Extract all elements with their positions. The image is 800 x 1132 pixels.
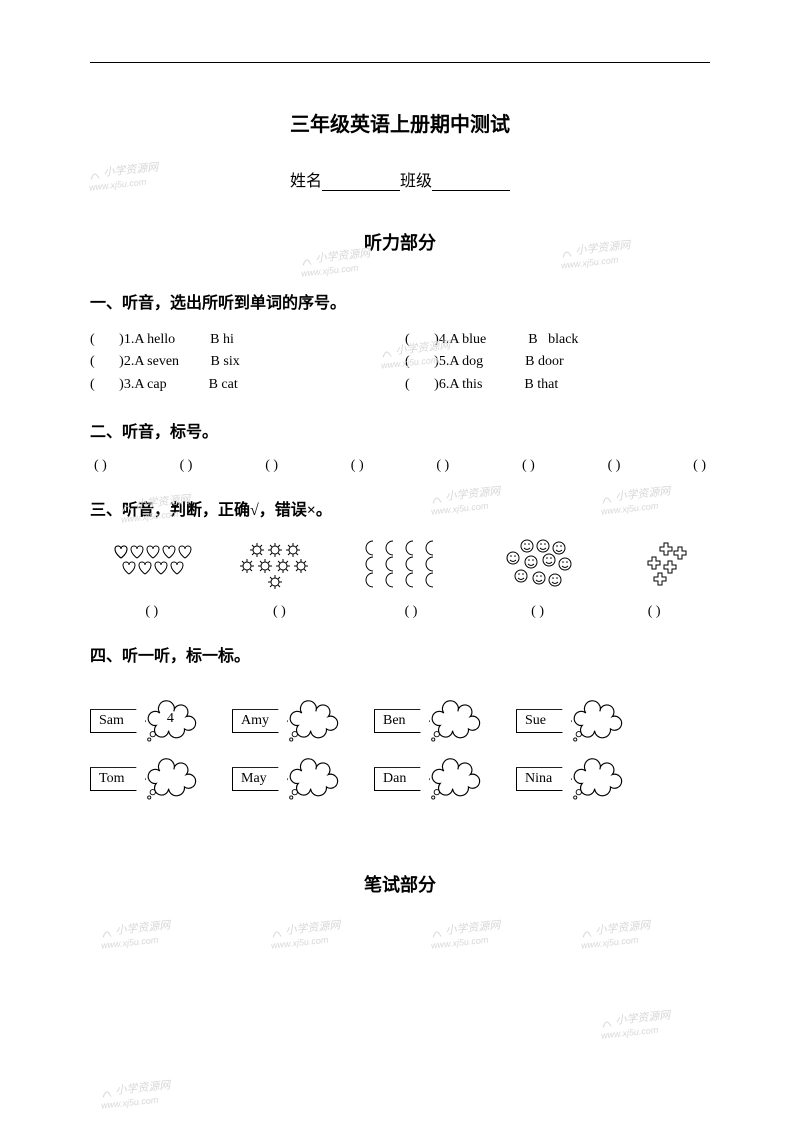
thought-bubble-icon[interactable] [142, 757, 204, 801]
q4-row-1: Sam 4 Amy Ben Sue [90, 699, 710, 743]
q3-caption[interactable]: ( ) [614, 604, 694, 620]
thought-bubble-icon[interactable] [284, 757, 346, 801]
thought-bubble-icon[interactable] [426, 757, 488, 801]
q1-right-2: ( )5.A dog B door [405, 351, 710, 373]
name-tag-nina: Nina [516, 767, 572, 791]
q3-item-crosses: ( ) [614, 536, 694, 620]
thought-bubble-icon[interactable] [426, 699, 488, 743]
q2-cell[interactable]: ( ) [522, 458, 535, 474]
thought-bubble-icon[interactable] [568, 699, 630, 743]
q4-pair: Nina [516, 757, 630, 801]
thought-bubble-icon[interactable] [568, 757, 630, 801]
q2-cell[interactable]: ( ) [265, 458, 278, 474]
writing-section-title: 笔试部分 [90, 871, 710, 897]
suns-icon [229, 536, 329, 594]
q3-item-smileys: ( ) [493, 536, 583, 620]
q1-grid: ( )1.A hello B hi ( )2.A seven B six ( )… [90, 329, 710, 396]
q3-item-hearts: ( ) [106, 536, 198, 620]
q2-cell[interactable]: ( ) [693, 458, 706, 474]
name-label: 姓名 [290, 173, 322, 190]
q4-pair: Tom [90, 757, 204, 801]
q1-left-1: ( )1.A hello B hi [90, 329, 395, 351]
q2-row: ( ) ( ) ( ) ( ) ( ) ( ) ( ) ( ) [90, 458, 710, 474]
name-class-row: 姓名 班级 [90, 167, 710, 191]
q4-row-2: Tom May Dan Nina [90, 757, 710, 801]
q3-caption[interactable]: ( ) [493, 604, 583, 620]
watermark: 小学资源网www.xj5u.com [429, 916, 503, 951]
q1-left-3: ( )3.A cap B cat [90, 374, 395, 396]
class-label: 班级 [400, 173, 432, 190]
crosses-icon [614, 536, 694, 594]
top-horizontal-rule [90, 62, 710, 63]
q2-cell[interactable]: ( ) [436, 458, 449, 474]
name-tag-sue: Sue [516, 709, 572, 733]
q2-cell[interactable]: ( ) [351, 458, 364, 474]
q1-right-3: ( )6.A this B that [405, 374, 710, 396]
q3-heading: 三、听音，判断，正确√，错误×。 [90, 496, 710, 520]
q3-item-suns: ( ) [229, 536, 329, 620]
name-tag-sam: Sam [90, 709, 146, 733]
name-tag-dan: Dan [374, 767, 430, 791]
watermark: 小学资源网www.xj5u.com [579, 916, 653, 951]
page-title: 三年级英语上册期中测试 [90, 108, 710, 137]
name-tag-amy: Amy [232, 709, 288, 733]
q3-caption[interactable]: ( ) [229, 604, 329, 620]
name-tag-ben: Ben [374, 709, 430, 733]
q2-cell[interactable]: ( ) [180, 458, 193, 474]
name-tag-tom: Tom [90, 767, 146, 791]
watermark: 小学资源网www.xj5u.com [99, 916, 173, 951]
thought-bubble-icon[interactable] [284, 699, 346, 743]
class-blank[interactable] [432, 175, 510, 191]
q2-heading: 二、听音，标号。 [90, 418, 710, 442]
q1-right-1: ( )4.A blue B black [405, 329, 710, 351]
q4-pair: May [232, 757, 346, 801]
q4-pair: Dan [374, 757, 488, 801]
thought-bubble-icon[interactable]: 4 [142, 699, 204, 743]
q3-row: ( ) ( ) ( ) [90, 536, 710, 620]
q1-left-2: ( )2.A seven B six [90, 351, 395, 373]
q4-heading: 四、听一听，标一标。 [90, 642, 710, 666]
watermark: 小学资源网www.xj5u.com [269, 916, 343, 951]
bubble-text: 4 [167, 710, 174, 726]
listening-section-title: 听力部分 [90, 229, 710, 255]
watermark: 小学资源网www.xj5u.com [599, 1006, 673, 1041]
q3-item-moons: ( ) [361, 536, 461, 620]
moons-icon [361, 536, 461, 594]
q2-cell[interactable]: ( ) [608, 458, 621, 474]
q4-pair: Amy [232, 699, 346, 743]
q3-caption[interactable]: ( ) [106, 604, 198, 620]
watermark: 小学资源网www.xj5u.com [99, 1076, 173, 1111]
q2-cell[interactable]: ( ) [94, 458, 107, 474]
hearts-icon [106, 536, 198, 594]
q3-caption[interactable]: ( ) [361, 604, 461, 620]
q4-wrap: Sam 4 Amy Ben Sue Tom May [90, 682, 710, 801]
q4-pair: Ben [374, 699, 488, 743]
name-tag-may: May [232, 767, 288, 791]
smileys-icon [493, 536, 583, 594]
name-blank[interactable] [322, 175, 400, 191]
q1-heading: 一、听音，选出所听到单词的序号。 [90, 289, 710, 313]
q4-pair: Sam 4 [90, 699, 204, 743]
q4-pair: Sue [516, 699, 630, 743]
